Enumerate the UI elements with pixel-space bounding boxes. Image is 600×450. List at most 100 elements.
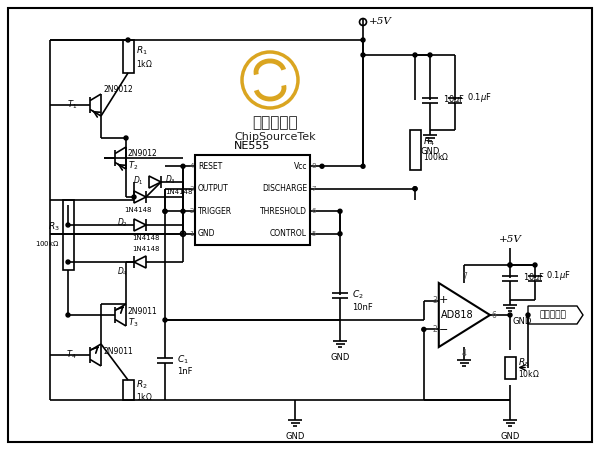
Text: 10k$\Omega$: 10k$\Omega$ — [518, 368, 539, 379]
Circle shape — [163, 318, 167, 322]
Circle shape — [428, 53, 432, 57]
Text: GND: GND — [500, 432, 520, 441]
Circle shape — [338, 209, 342, 213]
Text: 7: 7 — [311, 186, 316, 192]
Circle shape — [66, 223, 70, 227]
Text: $R_5$: $R_5$ — [518, 356, 530, 369]
Circle shape — [526, 313, 530, 317]
Text: $D_2$: $D_2$ — [117, 217, 128, 229]
Text: 10$\mu$F: 10$\mu$F — [443, 94, 466, 107]
Text: GND: GND — [421, 147, 440, 156]
Text: TRIGGER: TRIGGER — [198, 207, 232, 216]
Text: 1N4148: 1N4148 — [165, 189, 193, 195]
Circle shape — [66, 260, 70, 264]
Text: 6: 6 — [492, 310, 497, 320]
Text: +5V: +5V — [369, 18, 392, 27]
Text: 石源特科技: 石源特科技 — [252, 115, 298, 130]
Text: 4: 4 — [190, 163, 194, 169]
Text: GND: GND — [512, 317, 532, 326]
Text: 三角波输出: 三角波输出 — [539, 310, 566, 320]
Circle shape — [66, 313, 70, 317]
Circle shape — [338, 232, 342, 236]
Text: RESET: RESET — [198, 162, 222, 171]
Bar — [505, 356, 515, 378]
Circle shape — [361, 164, 365, 168]
Text: $T_3$: $T_3$ — [128, 317, 139, 329]
Text: $R_2$: $R_2$ — [136, 379, 148, 391]
Text: 1: 1 — [190, 231, 194, 237]
Bar — [195, 155, 310, 245]
Text: 2N9012: 2N9012 — [128, 149, 158, 158]
Circle shape — [413, 187, 417, 191]
Text: $D_3$: $D_3$ — [165, 174, 176, 186]
Text: 2N9011: 2N9011 — [103, 346, 133, 356]
Text: $R_1$: $R_1$ — [136, 44, 148, 57]
Text: 1k$\Omega$: 1k$\Omega$ — [136, 391, 153, 401]
Circle shape — [413, 187, 417, 191]
Text: THRESHOLD: THRESHOLD — [260, 207, 307, 216]
Text: ChipSourceTek: ChipSourceTek — [234, 132, 316, 142]
Text: 1N4148: 1N4148 — [132, 246, 160, 252]
Circle shape — [508, 313, 512, 317]
Circle shape — [422, 328, 426, 331]
Circle shape — [320, 164, 324, 168]
Text: $T_1$: $T_1$ — [67, 99, 77, 111]
Text: 7: 7 — [462, 272, 467, 281]
Text: DISCHARGE: DISCHARGE — [262, 184, 307, 193]
Text: 1nF: 1nF — [177, 368, 193, 377]
Circle shape — [163, 209, 167, 213]
Text: 6: 6 — [311, 208, 316, 214]
Bar — [122, 40, 133, 73]
Bar — [409, 130, 421, 170]
Text: 10nF: 10nF — [352, 302, 373, 311]
Circle shape — [361, 53, 365, 57]
Text: $D_4$: $D_4$ — [117, 266, 128, 278]
Text: $D_1$: $D_1$ — [133, 175, 143, 187]
Text: 100k$\Omega$: 100k$\Omega$ — [423, 152, 449, 162]
Circle shape — [508, 263, 512, 267]
Text: 8: 8 — [311, 163, 316, 169]
Circle shape — [361, 38, 365, 42]
Circle shape — [413, 53, 417, 57]
Text: +: + — [439, 295, 448, 305]
Text: 3: 3 — [432, 296, 437, 305]
Text: 5: 5 — [311, 231, 316, 237]
Circle shape — [181, 209, 185, 213]
Text: 0.1$\mu$F: 0.1$\mu$F — [546, 269, 571, 282]
Text: $R_4$: $R_4$ — [423, 136, 435, 148]
Text: 3: 3 — [190, 186, 194, 192]
Circle shape — [132, 195, 136, 199]
Text: 10$\mu$F: 10$\mu$F — [523, 271, 545, 284]
Circle shape — [124, 136, 128, 140]
Text: AD818: AD818 — [440, 310, 473, 320]
Text: 1N4148: 1N4148 — [124, 207, 152, 213]
Text: 2: 2 — [432, 325, 437, 334]
Text: $T_4$: $T_4$ — [67, 349, 77, 361]
Text: −: − — [439, 325, 448, 335]
Text: 1k$\Omega$: 1k$\Omega$ — [136, 58, 153, 69]
Text: $R_3$: $R_3$ — [48, 221, 60, 233]
Bar — [62, 200, 74, 270]
Text: GND: GND — [198, 229, 215, 238]
Text: $T_2$: $T_2$ — [128, 160, 138, 172]
Text: +5V: +5V — [499, 235, 521, 244]
Bar — [122, 380, 133, 400]
Text: GND: GND — [331, 353, 350, 362]
Circle shape — [508, 263, 512, 267]
Text: 2N9011: 2N9011 — [128, 306, 158, 315]
Circle shape — [181, 164, 185, 168]
Text: Vcc: Vcc — [293, 162, 307, 171]
Circle shape — [163, 209, 167, 213]
Text: 0.1$\mu$F: 0.1$\mu$F — [467, 90, 492, 104]
Text: $C_2$: $C_2$ — [352, 289, 364, 301]
Circle shape — [126, 38, 130, 42]
Text: NE555: NE555 — [235, 141, 271, 151]
Text: GND: GND — [286, 432, 305, 441]
Text: 1N4148: 1N4148 — [132, 235, 160, 241]
Circle shape — [533, 263, 537, 267]
Text: $C_1$: $C_1$ — [177, 354, 189, 366]
Text: OUTPUT: OUTPUT — [198, 184, 229, 193]
Text: 100k$\Omega$: 100k$\Omega$ — [35, 238, 60, 248]
Text: CONTROL: CONTROL — [270, 229, 307, 238]
Text: 4: 4 — [462, 349, 467, 358]
